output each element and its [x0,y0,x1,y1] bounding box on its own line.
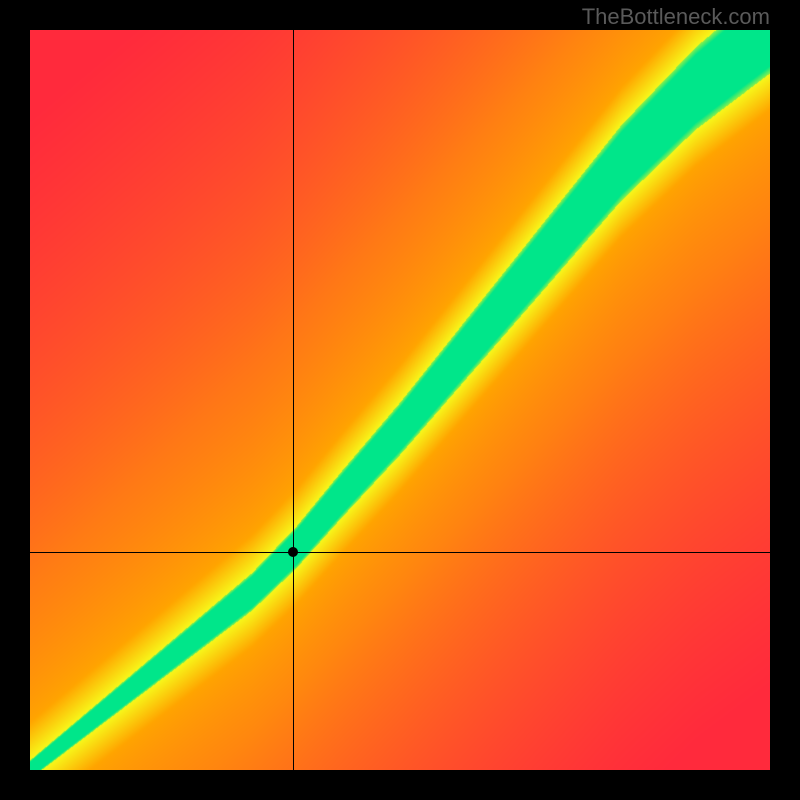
chart-container: TheBottleneck.com [0,0,800,800]
crosshair-horizontal [30,552,770,553]
heatmap-canvas [30,30,770,770]
marker-dot [288,547,298,557]
watermark-text: TheBottleneck.com [582,4,770,30]
crosshair-vertical [293,30,294,770]
plot-area [30,30,770,770]
